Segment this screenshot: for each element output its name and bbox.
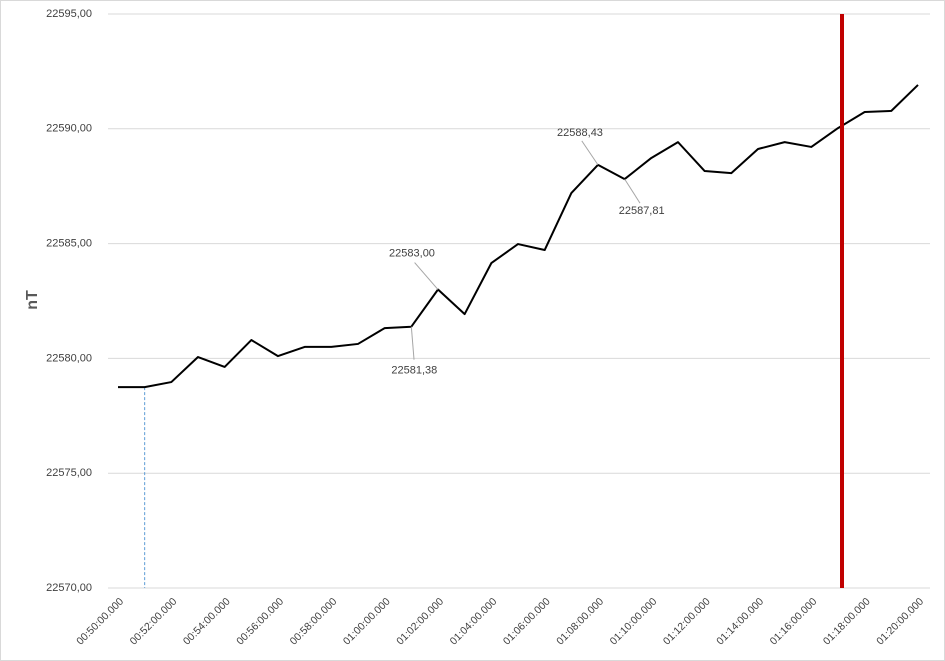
y-axis-title: nT [24,290,41,310]
y-tick-label: 22580,00 [46,352,92,364]
data-label: 22583,00 [389,247,435,259]
series-line [118,84,919,389]
data-label: 22588,43 [557,127,603,139]
y-tick-label: 22590,00 [46,123,92,135]
y-tick-label: 22595,00 [46,8,92,20]
leader-line [624,178,641,204]
leader-line [410,326,415,360]
data-label: 22587,81 [619,205,665,217]
leader-line [581,140,599,166]
data-label: 22581,38 [391,365,437,377]
y-tick-label: 22585,00 [46,238,92,250]
y-tick-label: 22575,00 [46,467,92,479]
leader-line [414,262,439,290]
y-tick-label: 22570,00 [46,582,92,594]
